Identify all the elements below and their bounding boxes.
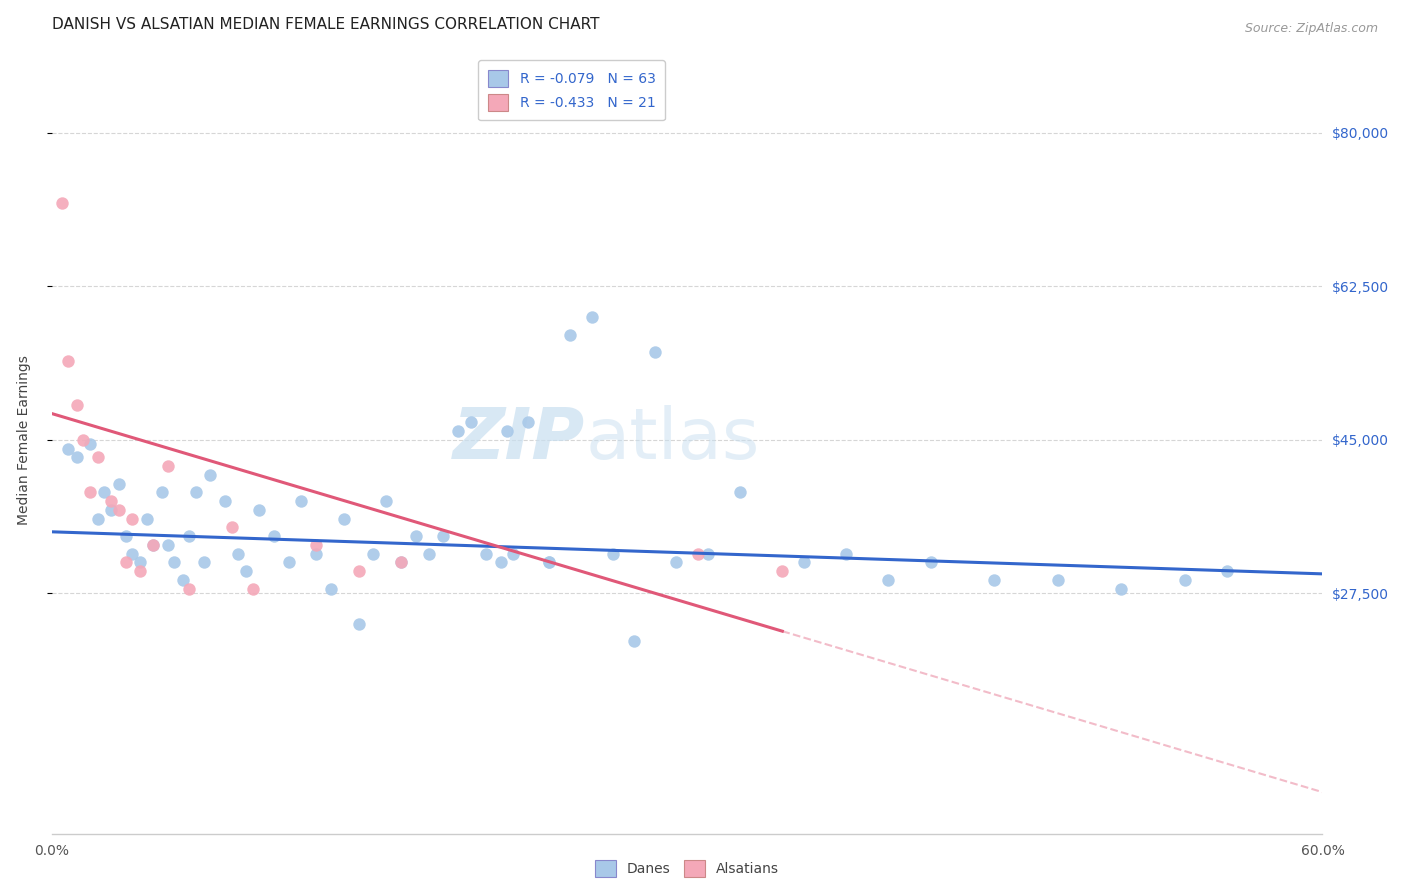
- Point: [333, 511, 356, 525]
- Text: atlas: atlas: [585, 405, 759, 475]
- Point: [108, 503, 131, 517]
- Point: [502, 547, 524, 561]
- Point: [290, 494, 312, 508]
- Point: [51, 196, 73, 211]
- Legend: Danes, Alsatians: Danes, Alsatians: [589, 855, 785, 882]
- Text: DANISH VS ALSATIAN MEDIAN FEMALE EARNINGS CORRELATION CHART: DANISH VS ALSATIAN MEDIAN FEMALE EARNING…: [52, 17, 599, 32]
- Point: [1174, 573, 1197, 587]
- Point: [792, 556, 814, 570]
- Point: [129, 564, 152, 578]
- Point: [1046, 573, 1069, 587]
- Point: [920, 556, 942, 570]
- Point: [184, 485, 207, 500]
- Point: [114, 556, 136, 570]
- Point: [114, 529, 136, 543]
- Point: [347, 564, 370, 578]
- Point: [156, 538, 179, 552]
- Point: [474, 547, 496, 561]
- Point: [418, 547, 440, 561]
- Point: [877, 573, 900, 587]
- Point: [221, 520, 243, 534]
- Point: [305, 538, 328, 552]
- Point: [321, 582, 343, 596]
- Point: [87, 511, 110, 525]
- Point: [242, 582, 264, 596]
- Point: [142, 538, 165, 552]
- Point: [496, 424, 519, 438]
- Point: [79, 485, 101, 500]
- Point: [697, 547, 720, 561]
- Point: [172, 573, 194, 587]
- Point: [538, 556, 561, 570]
- Point: [538, 556, 561, 570]
- Point: [363, 547, 385, 561]
- Point: [200, 467, 222, 482]
- Point: [405, 529, 427, 543]
- Point: [665, 556, 688, 570]
- Point: [66, 450, 89, 465]
- Point: [432, 529, 454, 543]
- Point: [560, 327, 582, 342]
- Point: [214, 494, 236, 508]
- Point: [121, 547, 143, 561]
- Point: [72, 433, 94, 447]
- Point: [100, 503, 122, 517]
- Point: [389, 556, 412, 570]
- Point: [193, 556, 215, 570]
- Point: [179, 529, 201, 543]
- Point: [686, 547, 709, 561]
- Point: [728, 485, 751, 500]
- Point: [93, 485, 115, 500]
- Point: [644, 345, 666, 359]
- Point: [58, 442, 80, 456]
- Point: [142, 538, 165, 552]
- Point: [460, 415, 482, 429]
- Point: [156, 458, 179, 473]
- Point: [602, 547, 624, 561]
- Point: [100, 494, 122, 508]
- Point: [235, 564, 257, 578]
- Point: [163, 556, 186, 570]
- Point: [347, 616, 370, 631]
- Point: [305, 547, 328, 561]
- Point: [121, 511, 143, 525]
- Text: ZIP: ZIP: [453, 405, 585, 475]
- Point: [1216, 564, 1239, 578]
- Point: [87, 450, 110, 465]
- Point: [277, 556, 299, 570]
- Point: [135, 511, 157, 525]
- Point: [375, 494, 398, 508]
- Point: [623, 634, 645, 648]
- Point: [226, 547, 249, 561]
- Point: [1109, 582, 1132, 596]
- Point: [129, 556, 152, 570]
- Point: [150, 485, 173, 500]
- Point: [983, 573, 1005, 587]
- Point: [581, 310, 603, 324]
- Y-axis label: Median Female Earnings: Median Female Earnings: [17, 355, 31, 524]
- Text: Source: ZipAtlas.com: Source: ZipAtlas.com: [1244, 22, 1378, 36]
- Point: [770, 564, 793, 578]
- Point: [263, 529, 285, 543]
- Point: [389, 556, 412, 570]
- Point: [79, 437, 101, 451]
- Point: [835, 547, 858, 561]
- Point: [108, 476, 131, 491]
- Point: [447, 424, 470, 438]
- Point: [489, 556, 512, 570]
- Point: [58, 354, 80, 368]
- Point: [179, 582, 201, 596]
- Point: [247, 503, 270, 517]
- Point: [66, 398, 89, 412]
- Point: [517, 415, 540, 429]
